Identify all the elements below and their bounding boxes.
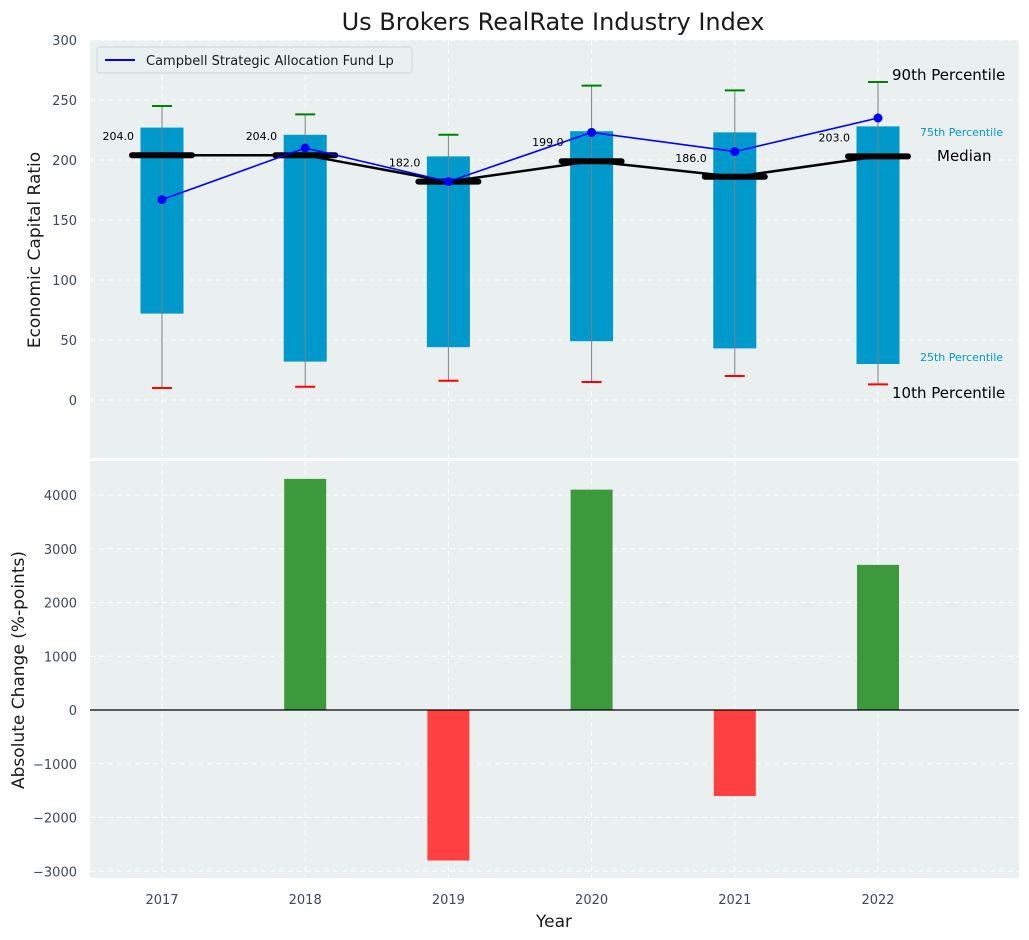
top-y-tick-label: 200	[52, 154, 77, 169]
median-value-label: 204.0	[246, 130, 278, 143]
negative-change-bar	[713, 710, 756, 796]
top-y-tick-label: 150	[52, 214, 77, 229]
median-value-label: 203.0	[819, 131, 851, 144]
bottom-y-tick-label: 4000	[44, 489, 77, 504]
fund-point	[587, 127, 597, 137]
bottom-y-axis-title: Absolute Change (%-points)	[9, 551, 29, 789]
fund-point	[300, 143, 310, 153]
positive-change-bar	[857, 564, 899, 710]
x-axis-title: Year	[535, 912, 572, 932]
chart-title: Us Brokers RealRate Industry Index	[342, 8, 765, 36]
bottom-y-tick-label: 0	[69, 704, 77, 719]
top-y-tick-label: 250	[52, 94, 77, 109]
positive-change-bar	[284, 478, 327, 710]
top-y-tick-label: 100	[52, 274, 77, 289]
top-panel: 0 50 100 150 200 250 300 204.0 204.0 182.0 199.0 1…	[25, 34, 1019, 458]
x-tick-label: 2017	[145, 893, 178, 908]
fund-point	[157, 195, 167, 205]
positive-change-bar	[570, 489, 613, 710]
p25-annotation: 25th Percentile	[920, 351, 1003, 364]
top-y-tick-label: 300	[52, 34, 77, 49]
fund-line	[161, 117, 879, 201]
bottom-y-ticks: −3000 −2000 −1000 0 1000 2000 3000 4000	[33, 489, 77, 880]
legend-label: Campbell Strategic Allocation Fund Lp	[146, 54, 394, 69]
p10-annotation: 10th Percentile	[892, 384, 1005, 402]
p75-annotation: 75th Percentile	[920, 126, 1003, 139]
x-tick-label: 2019	[432, 893, 465, 908]
median-value-label: 204.0	[103, 130, 135, 143]
median-annotation: Median	[937, 147, 992, 165]
x-tick-label: 2020	[575, 893, 608, 908]
median-value-label: 199.0	[532, 136, 564, 149]
x-tick-label: 2021	[718, 893, 751, 908]
median-value-label: 182.0	[389, 157, 421, 170]
x-tick-label: 2022	[861, 893, 894, 908]
median-value-label: 186.0	[675, 152, 707, 165]
x-ticks: 2017 2018 2019 2020 2021 2022	[145, 893, 894, 908]
top-y-axis-title: Economic Capital Ratio	[25, 152, 45, 348]
negative-change-bar	[427, 710, 470, 861]
top-marks: 204.0 204.0 182.0 199.0 186.0 203.0	[103, 81, 911, 389]
p90-annotation: 90th Percentile	[892, 66, 1005, 84]
x-tick-label: 2018	[289, 893, 322, 908]
fund-point	[443, 177, 453, 187]
legend: Campbell Strategic Allocation Fund Lp	[96, 46, 413, 74]
fund-point	[730, 147, 740, 157]
bottom-y-tick-label: 3000	[44, 543, 77, 558]
bottom-y-tick-label: 1000	[44, 650, 77, 665]
bottom-y-tick-label: −2000	[33, 812, 77, 827]
bottom-y-tick-label: −1000	[33, 758, 77, 773]
top-y-tick-label: 0	[69, 394, 77, 409]
legend-box	[96, 46, 413, 74]
bottom-marks	[90, 478, 1019, 861]
top-y-tick-label: 50	[60, 334, 77, 349]
top-y-ticks: 0 50 100 150 200 250 300	[52, 34, 77, 409]
bottom-y-tick-label: −3000	[33, 865, 77, 880]
fund-point	[873, 113, 883, 123]
bottom-y-tick-label: 2000	[44, 597, 77, 612]
